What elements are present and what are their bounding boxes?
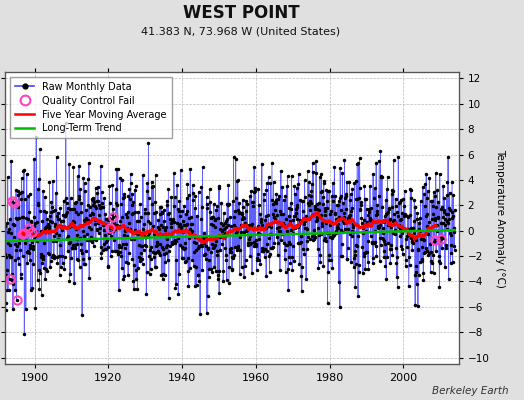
Y-axis label: Temperature Anomaly (°C): Temperature Anomaly (°C) bbox=[495, 148, 505, 288]
Text: Berkeley Earth: Berkeley Earth bbox=[432, 386, 508, 396]
Legend: Raw Monthly Data, Quality Control Fail, Five Year Moving Average, Long-Term Tren: Raw Monthly Data, Quality Control Fail, … bbox=[10, 77, 171, 138]
Text: WEST POINT: WEST POINT bbox=[183, 4, 299, 22]
Text: 41.383 N, 73.968 W (United States): 41.383 N, 73.968 W (United States) bbox=[141, 26, 341, 36]
